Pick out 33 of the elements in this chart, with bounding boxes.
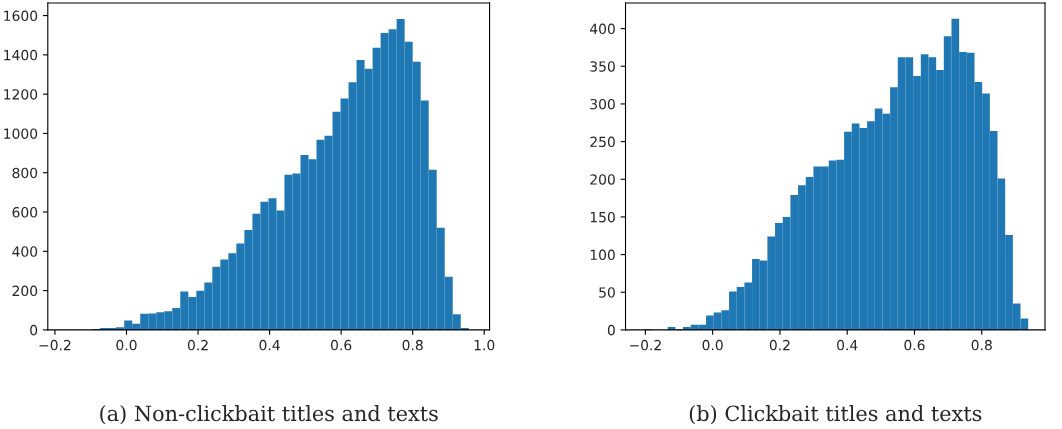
y-tick-label: 0 — [607, 324, 615, 336]
x-tick-label: 0.8 — [971, 339, 992, 351]
x-tick-label: 0.6 — [904, 339, 925, 351]
x-tick-label: −0.2 — [629, 339, 661, 351]
y-tick-label: 100 — [590, 249, 615, 261]
y-tick-label: 400 — [589, 23, 615, 35]
y-tick-label: 1200 — [4, 89, 38, 100]
y-tick-label: 350 — [590, 61, 615, 72]
y-tick-label: 300 — [590, 98, 615, 110]
y-tick-label: 600 — [12, 207, 38, 218]
x-tick-label: 0.2 — [187, 339, 208, 351]
x-tick-label: −0.2 — [39, 339, 71, 351]
x-tick-label: 0.4 — [259, 339, 280, 351]
x-tick-label: 0.6 — [331, 339, 352, 351]
x-tick-label: 1.0 — [474, 339, 495, 351]
x-tick-label: 0.8 — [402, 339, 423, 351]
y-tick-label: 150 — [590, 211, 615, 223]
text: (a) Non-clickbait titles and texts — [100, 405, 438, 425]
y-tick-label: 1000 — [4, 128, 38, 139]
y-tick-label: 400 — [12, 246, 38, 257]
y-tick-label: 800 — [12, 167, 38, 179]
y-tick-label: 200 — [590, 174, 615, 185]
y-tick-label: 1400 — [4, 49, 38, 61]
x-tick-label: 0.0 — [116, 339, 137, 351]
y-tick-label: 50 — [599, 287, 615, 298]
y-tick-label: 1600 — [4, 10, 38, 22]
x-tick-label: 0.4 — [837, 339, 858, 351]
x-tick-label: 0.2 — [769, 339, 790, 351]
y-tick-label: 0 — [30, 324, 38, 336]
y-tick-label: 200 — [12, 285, 38, 297]
y-tick-label: 250 — [590, 136, 615, 148]
x-tick-label: 0.0 — [702, 339, 723, 351]
text: (b) Clickbait titles and texts — [689, 405, 982, 425]
